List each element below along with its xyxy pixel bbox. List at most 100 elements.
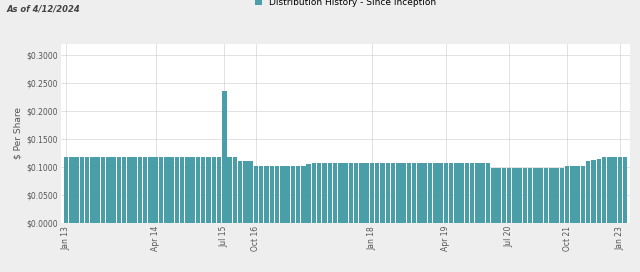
Bar <box>164 157 168 223</box>
Bar <box>74 157 79 223</box>
Bar <box>396 163 401 223</box>
Bar <box>544 168 548 223</box>
Bar <box>349 163 353 223</box>
Bar <box>323 163 327 223</box>
Bar <box>127 157 132 223</box>
Bar <box>206 157 211 223</box>
Bar <box>243 161 248 223</box>
Bar <box>317 163 321 223</box>
Bar <box>301 166 306 223</box>
Bar <box>602 157 606 223</box>
Bar <box>132 157 137 223</box>
Bar <box>449 163 453 223</box>
Bar <box>312 163 316 223</box>
Bar <box>591 160 596 223</box>
Bar <box>85 157 90 223</box>
Bar <box>185 157 189 223</box>
Bar <box>159 157 163 223</box>
Bar <box>100 157 105 223</box>
Bar <box>422 163 427 223</box>
Bar <box>523 168 527 223</box>
Bar <box>238 161 243 223</box>
Bar <box>201 157 205 223</box>
Bar <box>143 157 147 223</box>
Bar <box>596 159 601 223</box>
Bar <box>269 166 274 223</box>
Bar <box>180 157 184 223</box>
Bar <box>343 163 348 223</box>
Bar <box>227 157 232 223</box>
Bar <box>565 166 570 223</box>
Bar <box>111 157 116 223</box>
Bar <box>191 157 195 223</box>
Bar <box>428 163 432 223</box>
Bar <box>359 163 364 223</box>
Bar <box>338 163 342 223</box>
Bar <box>623 157 627 223</box>
Bar <box>538 168 543 223</box>
Bar <box>328 163 332 223</box>
Bar <box>264 166 269 223</box>
Bar <box>79 157 84 223</box>
Bar <box>559 168 564 223</box>
Bar <box>618 157 622 223</box>
Bar <box>106 157 111 223</box>
Bar <box>391 163 396 223</box>
Bar <box>507 168 511 223</box>
Bar <box>512 168 516 223</box>
Bar <box>217 157 221 223</box>
Bar <box>211 157 216 223</box>
Bar <box>253 166 258 223</box>
Bar <box>491 168 495 223</box>
Legend: Distribution History - Since Inception: Distribution History - Since Inception <box>252 0 440 10</box>
Bar <box>385 163 390 223</box>
Bar <box>401 163 406 223</box>
Bar <box>502 168 506 223</box>
Bar <box>64 157 68 223</box>
Bar <box>280 166 285 223</box>
Bar <box>433 163 438 223</box>
Bar <box>607 157 612 223</box>
Bar <box>465 163 469 223</box>
Bar <box>232 157 237 223</box>
Bar <box>175 157 179 223</box>
Bar <box>444 163 448 223</box>
Bar <box>412 163 417 223</box>
Bar <box>307 164 311 223</box>
Bar <box>154 157 158 223</box>
Bar <box>554 168 559 223</box>
Bar <box>549 168 554 223</box>
Bar <box>148 157 153 223</box>
Bar <box>90 157 95 223</box>
Bar <box>291 166 295 223</box>
Bar <box>517 168 522 223</box>
Bar <box>354 163 358 223</box>
Bar <box>496 168 500 223</box>
Bar <box>122 157 126 223</box>
Bar <box>460 163 464 223</box>
Bar <box>259 166 264 223</box>
Bar <box>380 163 385 223</box>
Bar <box>196 157 200 223</box>
Bar <box>222 91 227 223</box>
Bar <box>375 163 380 223</box>
Bar <box>370 163 374 223</box>
Bar <box>95 157 100 223</box>
Bar <box>275 166 279 223</box>
Bar <box>438 163 443 223</box>
Bar <box>454 163 459 223</box>
Text: As of 4/12/2024: As of 4/12/2024 <box>6 4 80 13</box>
Bar <box>586 161 591 223</box>
Bar <box>470 163 474 223</box>
Bar <box>570 166 575 223</box>
Bar <box>476 163 480 223</box>
Bar <box>528 168 532 223</box>
Bar <box>612 157 617 223</box>
Bar <box>406 163 411 223</box>
Bar <box>486 163 490 223</box>
Bar <box>248 161 253 223</box>
Bar <box>285 166 290 223</box>
Bar <box>481 163 485 223</box>
Bar <box>116 157 121 223</box>
Bar <box>364 163 369 223</box>
